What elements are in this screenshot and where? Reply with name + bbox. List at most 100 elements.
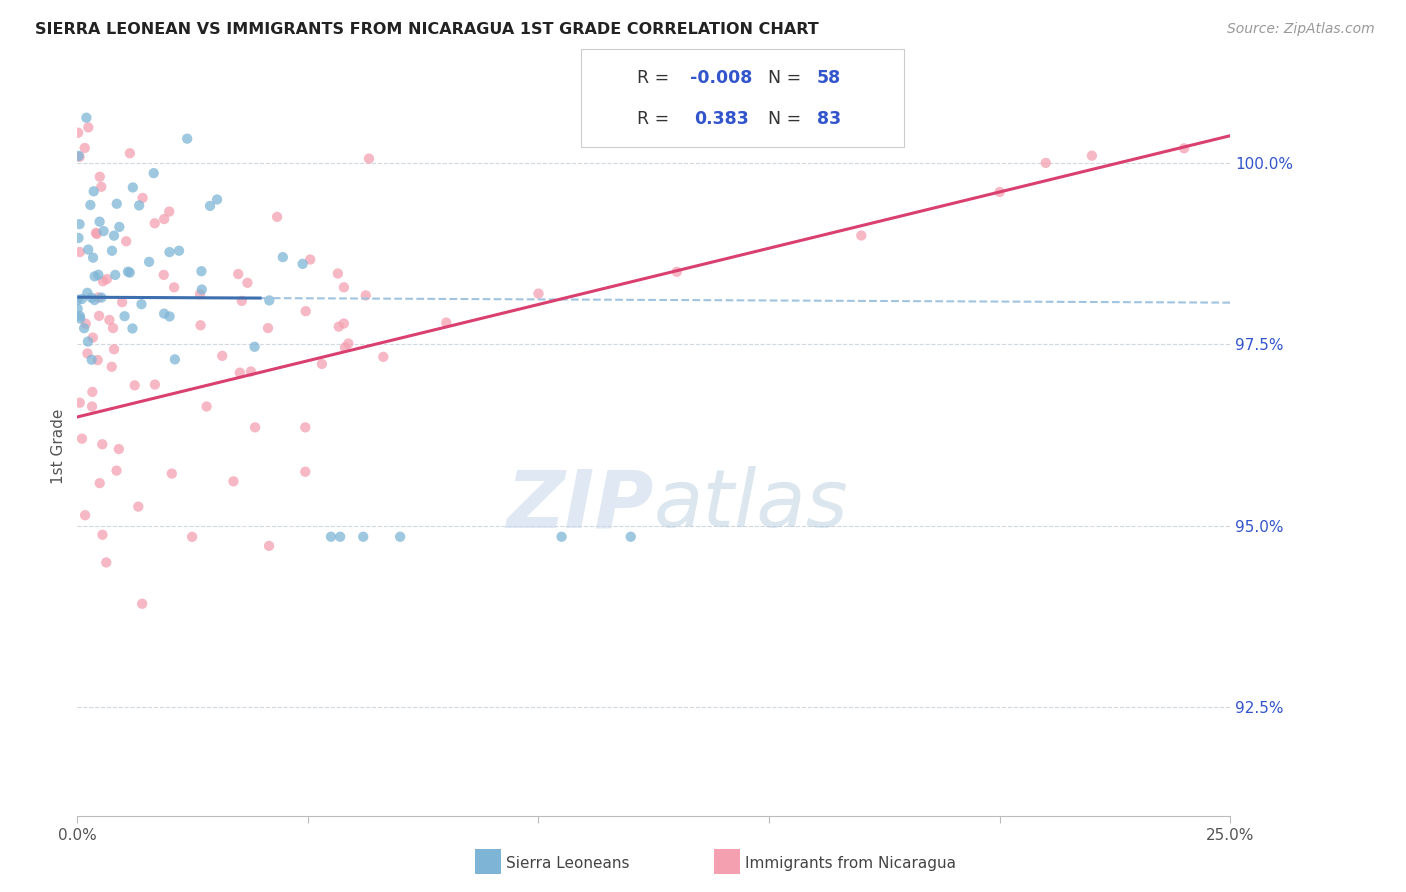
Point (163, 352, 186, 367)
Point (239, 364, 262, 378)
Point (389, 530, 412, 544)
Point (103, 228, 125, 243)
Point (73, 141, 96, 155)
Point (87, 290, 110, 304)
Point (294, 465, 316, 479)
Point (118, 146, 141, 161)
Point (620, 530, 643, 544)
Point (96, 556, 118, 570)
Point (96, 272, 118, 286)
Point (69, 395, 91, 409)
Point (257, 321, 280, 335)
Point (167, 244, 190, 258)
Point (69, 150, 91, 164)
Point (181, 530, 204, 544)
Point (159, 245, 181, 260)
Point (114, 309, 136, 323)
Point (84, 226, 107, 240)
Point (103, 343, 125, 357)
Point (243, 340, 266, 354)
Point (76, 285, 98, 300)
Point (337, 336, 360, 351)
Point (373, 350, 395, 364)
Point (66, 301, 89, 316)
Point (190, 264, 212, 278)
Point (152, 268, 174, 282)
Point (128, 198, 150, 212)
Point (131, 597, 153, 611)
Point (311, 357, 333, 371)
Point (157, 204, 180, 219)
Point (67, 231, 90, 245)
Point (100, 359, 122, 374)
Point (86, 227, 108, 241)
Point (294, 420, 316, 434)
Text: 83: 83 (817, 110, 841, 128)
Point (91, 528, 114, 542)
Point (82, 384, 104, 399)
Point (127, 500, 149, 514)
Point (291, 257, 314, 271)
Point (90, 291, 112, 305)
Point (91, 274, 114, 288)
Point (105, 196, 128, 211)
Point (111, 295, 134, 310)
Point (326, 267, 349, 281)
Point (271, 250, 294, 264)
Point (108, 442, 131, 456)
Point (294, 304, 316, 318)
Point (124, 378, 146, 392)
Point (259, 293, 281, 308)
Point (69, 309, 91, 323)
Point (142, 166, 165, 180)
Point (266, 210, 288, 224)
Point (198, 199, 221, 213)
Text: R =: R = (637, 69, 675, 87)
Text: N =: N = (768, 69, 807, 87)
Point (83, 293, 105, 307)
Text: R =: R = (637, 110, 675, 128)
Point (319, 530, 342, 544)
Text: 0.383: 0.383 (695, 110, 749, 128)
Point (108, 219, 131, 234)
Point (190, 318, 212, 333)
Point (89, 169, 111, 184)
Point (77, 243, 100, 257)
Point (138, 255, 160, 269)
Point (211, 349, 233, 363)
Text: ZIP: ZIP (506, 467, 654, 544)
Point (70, 292, 93, 306)
Point (1173, 141, 1195, 155)
Point (159, 310, 181, 324)
Text: SIERRA LEONEAN VS IMMIGRANTS FROM NICARAGUA 1ST GRADE CORRELATION CHART: SIERRA LEONEAN VS IMMIGRANTS FROM NICARA… (35, 22, 818, 37)
Point (665, 265, 688, 279)
Point (143, 377, 166, 392)
Point (75, 508, 97, 523)
Point (69, 217, 91, 231)
Point (329, 530, 352, 544)
Text: Source: ZipAtlas.com: Source: ZipAtlas.com (1227, 22, 1375, 37)
Text: 58: 58 (817, 69, 841, 87)
Point (121, 180, 143, 194)
Point (333, 280, 356, 294)
Point (236, 276, 259, 290)
Point (87, 309, 110, 323)
Point (188, 287, 211, 301)
Point (105, 464, 128, 478)
Point (117, 265, 139, 279)
Text: Immigrants from Nicaragua: Immigrants from Nicaragua (745, 856, 956, 871)
Point (434, 316, 457, 330)
Point (176, 131, 198, 145)
Point (80, 352, 103, 367)
Point (115, 235, 138, 249)
Point (77, 120, 100, 135)
Point (205, 193, 228, 207)
Point (222, 475, 245, 489)
Point (257, 539, 280, 553)
Point (67, 149, 90, 163)
Point (160, 467, 183, 481)
Point (87, 268, 110, 282)
Point (80, 400, 103, 414)
Point (299, 252, 322, 267)
Point (143, 216, 166, 230)
